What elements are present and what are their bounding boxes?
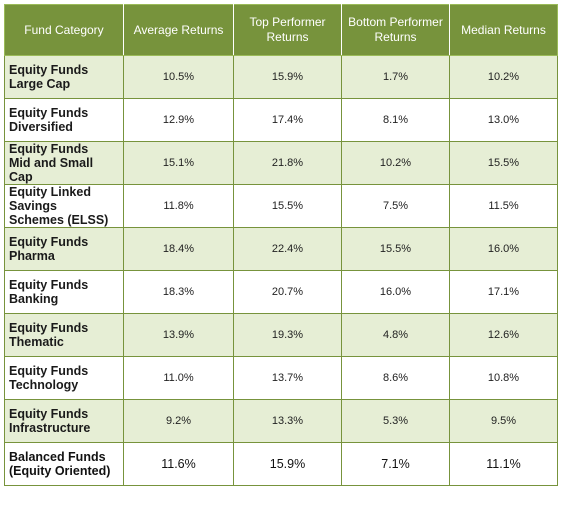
category-line: Equity Funds: [9, 321, 89, 335]
median-returns-cell: 13.0%: [449, 98, 558, 142]
top-performer-cell: 13.7%: [233, 356, 342, 400]
average-returns-cell: 18.4%: [123, 227, 234, 271]
returns-table-container: Fund Category Average Returns Top Perfor…: [4, 4, 558, 486]
category-line: Equity Funds: [9, 364, 89, 378]
bottom-performer-cell: 1.7%: [341, 55, 450, 99]
category-line: Mid and Small: [9, 156, 94, 170]
category-line: Savings: [9, 199, 57, 213]
category-line: Equity Funds: [9, 63, 89, 77]
category-cell: Equity Funds Pharma: [4, 227, 124, 271]
header-median-returns: Median Returns: [449, 4, 558, 56]
header-bottom-performer-returns: Bottom Performer Returns: [341, 4, 450, 56]
table-row: Equity Funds Thematic 13.9% 19.3% 4.8% 12…: [4, 313, 558, 357]
category-line: Large Cap: [9, 77, 71, 91]
bottom-performer-cell: 8.1%: [341, 98, 450, 142]
header-top-performer-returns: Top Performer Returns: [233, 4, 342, 56]
table-row: Equity Linked Savings Schemes (ELSS) 11.8%…: [4, 184, 558, 228]
median-returns-cell: 15.5%: [449, 141, 558, 185]
average-returns-cell: 11.8%: [123, 184, 234, 228]
category-cell: Equity Funds Banking: [4, 270, 124, 314]
fund-returns-table: Fund Category Average Returns Top Perfor…: [4, 4, 558, 486]
table-row: Equity Funds Diversified 12.9% 17.4% 8.1%…: [4, 98, 558, 142]
top-performer-cell: 20.7%: [233, 270, 342, 314]
bottom-performer-cell: 4.8%: [341, 313, 450, 357]
category-line: Equity Linked: [9, 185, 91, 199]
average-returns-cell: 18.3%: [123, 270, 234, 314]
average-returns-cell: 9.2%: [123, 399, 234, 443]
table-row: Equity Funds Banking 18.3% 20.7% 16.0% 17…: [4, 270, 558, 314]
bottom-performer-cell: 10.2%: [341, 141, 450, 185]
average-returns-cell: 11.6%: [123, 442, 234, 486]
category-line: Equity Funds: [9, 235, 89, 249]
average-returns-cell: 15.1%: [123, 141, 234, 185]
table-row: Balanced Funds (Equity Oriented) 11.6% 15…: [4, 442, 558, 486]
table-row: Equity Funds Large Cap 10.5% 15.9% 1.7% 1…: [4, 55, 558, 99]
category-cell: Equity Funds Thematic: [4, 313, 124, 357]
category-cell: Equity Funds Infrastructure: [4, 399, 124, 443]
table-row: Equity Funds Pharma 18.4% 22.4% 15.5% 16.…: [4, 227, 558, 271]
category-cell: Equity Funds Technology: [4, 356, 124, 400]
category-cell: Equity Linked Savings Schemes (ELSS): [4, 184, 124, 228]
top-performer-cell: 15.5%: [233, 184, 342, 228]
top-performer-cell: 22.4%: [233, 227, 342, 271]
median-returns-cell: 10.8%: [449, 356, 558, 400]
top-performer-cell: 13.3%: [233, 399, 342, 443]
median-returns-cell: 11.1%: [449, 442, 558, 486]
average-returns-cell: 10.5%: [123, 55, 234, 99]
category-line: (Equity Oriented): [9, 464, 111, 478]
category-line: Equity Funds: [9, 407, 89, 421]
category-line: Banking: [9, 292, 59, 306]
category-line: Balanced Funds: [9, 450, 106, 464]
header-average-returns: Average Returns: [123, 4, 234, 56]
bottom-performer-cell: 8.6%: [341, 356, 450, 400]
top-performer-cell: 15.9%: [233, 442, 342, 486]
category-line: Cap: [9, 170, 33, 184]
median-returns-cell: 17.1%: [449, 270, 558, 314]
table-row: Equity Funds Infrastructure 9.2% 13.3% 5.…: [4, 399, 558, 443]
median-returns-cell: 11.5%: [449, 184, 558, 228]
category-line: Schemes (ELSS): [9, 213, 109, 227]
median-returns-cell: 12.6%: [449, 313, 558, 357]
header-fund-category: Fund Category: [4, 4, 124, 56]
top-performer-cell: 19.3%: [233, 313, 342, 357]
table-row: Equity Funds Technology 11.0% 13.7% 8.6% …: [4, 356, 558, 400]
average-returns-cell: 13.9%: [123, 313, 234, 357]
category-line: Equity Funds: [9, 142, 89, 156]
top-performer-cell: 21.8%: [233, 141, 342, 185]
table-row: Equity Funds Mid and Small Cap 15.1% 21.8%…: [4, 141, 558, 185]
top-performer-cell: 15.9%: [233, 55, 342, 99]
category-cell: Balanced Funds (Equity Oriented): [4, 442, 124, 486]
category-line: Diversified: [9, 120, 73, 134]
category-line: Infrastructure: [9, 421, 91, 435]
bottom-performer-cell: 15.5%: [341, 227, 450, 271]
median-returns-cell: 16.0%: [449, 227, 558, 271]
bottom-performer-cell: 5.3%: [341, 399, 450, 443]
top-performer-cell: 17.4%: [233, 98, 342, 142]
median-returns-cell: 10.2%: [449, 55, 558, 99]
category-line: Pharma: [9, 249, 55, 263]
bottom-performer-cell: 16.0%: [341, 270, 450, 314]
median-returns-cell: 9.5%: [449, 399, 558, 443]
table-header-row: Fund Category Average Returns Top Perfor…: [4, 4, 558, 56]
average-returns-cell: 12.9%: [123, 98, 234, 142]
category-cell: Equity Funds Diversified: [4, 98, 124, 142]
category-line: Equity Funds: [9, 278, 89, 292]
average-returns-cell: 11.0%: [123, 356, 234, 400]
category-line: Thematic: [9, 335, 64, 349]
category-line: Equity Funds: [9, 106, 89, 120]
category-cell: Equity Funds Large Cap: [4, 55, 124, 99]
bottom-performer-cell: 7.5%: [341, 184, 450, 228]
bottom-performer-cell: 7.1%: [341, 442, 450, 486]
category-cell: Equity Funds Mid and Small Cap: [4, 141, 124, 185]
category-line: Technology: [9, 378, 79, 392]
